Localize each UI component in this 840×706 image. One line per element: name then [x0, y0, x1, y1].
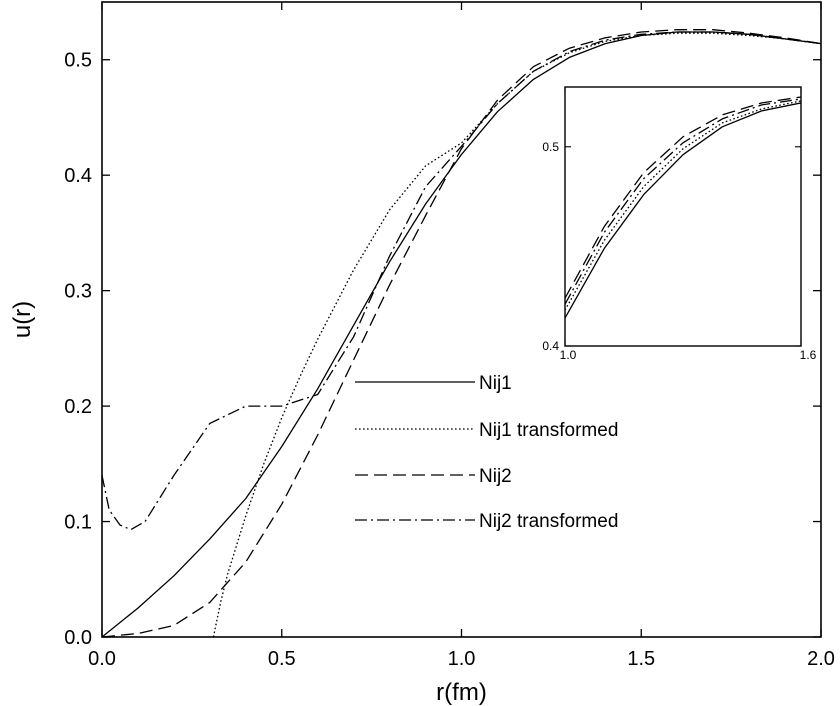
main-y-tick-label: 0.4	[64, 165, 92, 187]
main-x-tick-label: 1.5	[627, 648, 655, 670]
main-y-tick-label: 0.5	[64, 50, 92, 72]
x-axis-title: r(fm)	[436, 679, 487, 706]
y-axis-title: u(r)	[9, 301, 36, 338]
main-x-tick-label: 2.0	[807, 648, 835, 670]
main-y-tick-label: 0.2	[64, 396, 92, 418]
main-y-tick-label: 0.1	[64, 512, 92, 534]
legend-label-nij1: Nij1	[479, 373, 512, 394]
inset-plot: 1.0 1.6 0.4 0.5	[542, 86, 817, 362]
inset-y-tick-label: 0.5	[542, 140, 559, 154]
legend-label-nij2-transformed: Nij2 transformed	[479, 511, 618, 532]
main-series-nij1-transformed-line	[212, 32, 821, 637]
legend: Nij1 Nij1 transformed Nij2 Nij2 transformed	[355, 373, 618, 532]
legend-label-nij2: Nij2	[479, 466, 512, 487]
inset-series-series-0-line	[565, 102, 801, 319]
main-series-nij2-transformed-line	[102, 31, 821, 531]
main-x-tick-label: 0.0	[88, 648, 116, 670]
inset-x-tick-label: 1.6	[800, 348, 817, 362]
inset-x-tick-label: 1.0	[560, 348, 577, 362]
inset-series-series-1-line	[565, 100, 801, 311]
main-y-tick-label: 0.3	[64, 281, 92, 303]
inset-series-series-2-line	[565, 96, 801, 299]
main-x-tick-label: 1.0	[448, 648, 476, 670]
inset-y-tick-label: 0.4	[542, 339, 559, 353]
legend-label-nij1-transformed: Nij1 transformed	[479, 420, 618, 441]
inset-series-series-3-line	[565, 98, 801, 305]
inset-plot-frame	[564, 86, 802, 347]
main-x-tick-label: 0.5	[268, 648, 296, 670]
main-series-nij2-line	[102, 29, 821, 637]
main-y-tick-label: 0.0	[64, 627, 92, 649]
